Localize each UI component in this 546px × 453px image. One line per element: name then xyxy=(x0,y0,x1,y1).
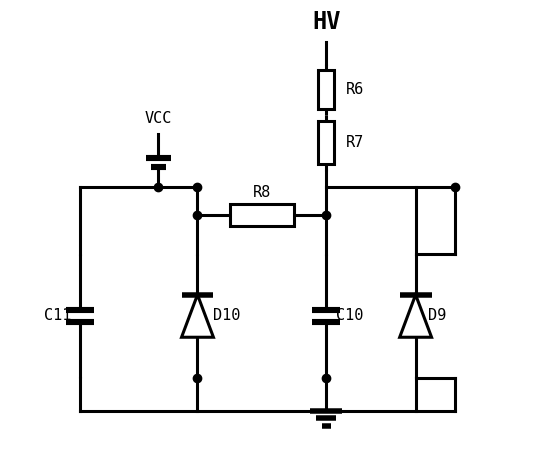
Polygon shape xyxy=(400,295,431,337)
Polygon shape xyxy=(182,295,213,337)
Bar xyxy=(230,204,294,226)
Bar xyxy=(318,70,334,109)
Text: R8: R8 xyxy=(253,185,271,200)
Text: R6: R6 xyxy=(346,82,364,97)
Text: R7: R7 xyxy=(346,135,364,150)
Text: C10: C10 xyxy=(336,308,364,323)
Text: D9: D9 xyxy=(428,308,446,323)
Text: HV: HV xyxy=(312,10,340,34)
Text: D10: D10 xyxy=(213,308,241,323)
Text: C11: C11 xyxy=(44,308,72,323)
Text: VCC: VCC xyxy=(145,111,172,126)
Bar xyxy=(318,121,334,164)
